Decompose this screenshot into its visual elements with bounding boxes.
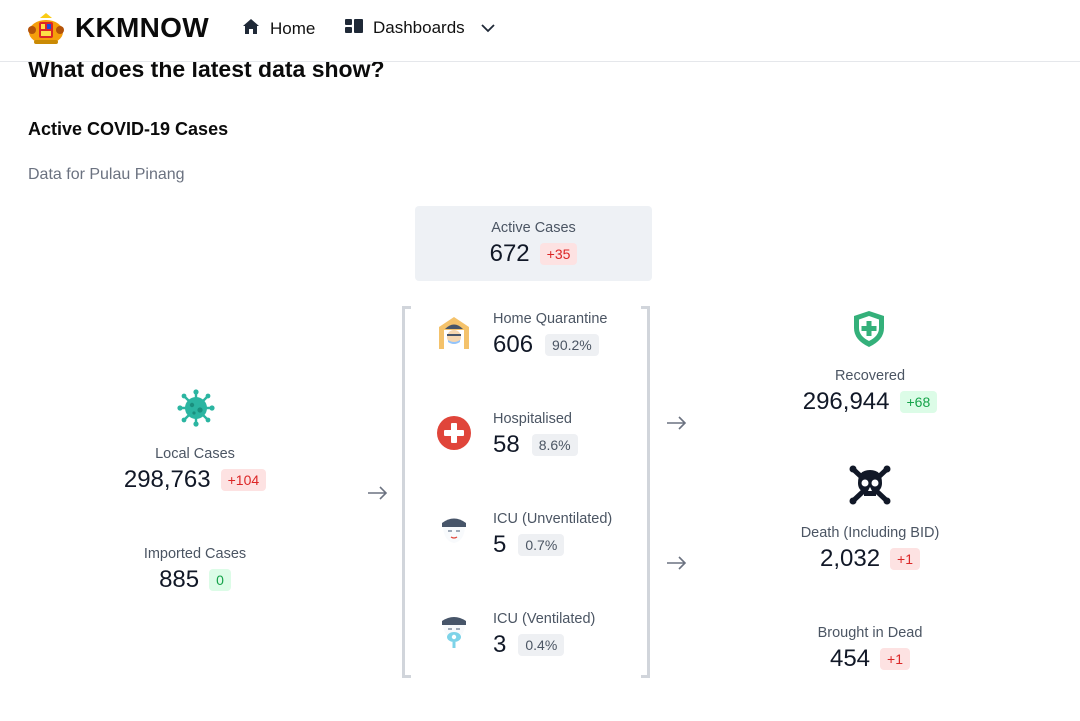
- brand-name[interactable]: KKMNOW: [75, 12, 209, 43]
- imported-cases-value: 885: [159, 566, 200, 593]
- house-icon: [242, 18, 260, 40]
- dashboard-icon: [345, 18, 363, 38]
- recovered-stat: Recovered 296,944 +68: [770, 368, 970, 416]
- recovered-value: 296,944: [802, 388, 890, 415]
- home-quarantine-icon: [436, 315, 472, 351]
- icu-ventilated-pct-badge: 0.4%: [518, 634, 565, 656]
- local-cases-delta-badge: +104: [220, 469, 267, 491]
- imported-cases-delta-badge: 0: [209, 569, 231, 591]
- hospitalised-pct-badge: 8.6%: [531, 434, 578, 456]
- icu-ventilated-value: 3: [493, 631, 507, 658]
- icu-unventilated-stat: ICU (Unventilated) 5 0.7%: [436, 511, 636, 575]
- patient-icon: [436, 515, 472, 551]
- arrow-right-icon: [366, 485, 390, 501]
- active-cases-delta-badge: +35: [539, 243, 578, 265]
- bracket-left: [402, 306, 411, 678]
- red-cross-icon: [436, 415, 472, 451]
- home-quarantine-pct-badge: 90.2%: [545, 334, 599, 356]
- icu-unventilated-pct-badge: 0.7%: [518, 534, 565, 556]
- nav-dashboards-dropdown[interactable]: Dashboards: [345, 18, 495, 38]
- coat-of-arms-logo[interactable]: [26, 12, 66, 46]
- shield-plus-icon: [852, 310, 886, 353]
- local-cases-value: 298,763: [123, 466, 211, 493]
- imported-cases-label: Imported Cases: [143, 546, 247, 562]
- brought-in-dead-stat: Brought in Dead 454 +1: [770, 625, 970, 673]
- brought-in-dead-label: Brought in Dead: [817, 625, 923, 641]
- brought-in-dead-delta-badge: +1: [880, 648, 910, 670]
- home-quarantine-label: Home Quarantine: [493, 311, 608, 327]
- death-value: 2,032: [819, 545, 881, 572]
- hospitalised-value: 58: [493, 431, 520, 458]
- virus-icon: [177, 389, 215, 432]
- icu-ventilated-stat: ICU (Ventilated) 3 0.4%: [436, 611, 636, 675]
- local-cases-stat: Local Cases 298,763 +104: [95, 446, 295, 494]
- hospitalised-label: Hospitalised: [493, 411, 572, 427]
- icu-unventilated-label: ICU (Unventilated): [493, 511, 613, 527]
- death-delta-badge: +1: [890, 548, 921, 570]
- imported-cases-stat: Imported Cases 885 0: [95, 546, 295, 594]
- arrow-right-icon: [665, 555, 689, 571]
- home-quarantine-value: 606: [493, 331, 534, 358]
- death-label: Death (Including BID): [800, 525, 940, 541]
- brought-in-dead-value: 454: [829, 645, 871, 672]
- skull-crossbones-icon: [849, 465, 891, 510]
- recovered-delta-badge: +68: [899, 391, 938, 413]
- nav-home-link[interactable]: Home: [242, 18, 315, 40]
- nav-dashboards-label: Dashboards: [373, 18, 465, 37]
- nav-home-label: Home: [270, 19, 316, 38]
- top-navigation-bar: KKMNOW Home Dashboards: [0, 0, 1080, 62]
- icu-ventilated-label: ICU (Ventilated): [493, 611, 596, 627]
- local-cases-label: Local Cases: [155, 446, 235, 462]
- active-cases-label: Active Cases: [491, 220, 576, 236]
- arrow-right-icon: [665, 415, 689, 431]
- icu-unventilated-value: 5: [493, 531, 507, 558]
- hospitalised-stat: Hospitalised 58 8.6%: [436, 411, 636, 475]
- ventilated-patient-icon: [436, 615, 472, 651]
- chevron-down-icon: [481, 18, 495, 38]
- section-title: Active COVID-19 Cases: [28, 119, 229, 139]
- bracket-right: [641, 306, 650, 678]
- death-stat: Death (Including BID) 2,032 +1: [770, 525, 970, 573]
- recovered-label: Recovered: [834, 368, 906, 384]
- home-quarantine-stat: Home Quarantine 606 90.2%: [436, 311, 636, 375]
- active-cases-card: Active Cases 672 +35: [415, 206, 652, 281]
- active-cases-value: 672: [489, 240, 530, 267]
- state-subtitle: Data for Pulau Pinang: [28, 166, 185, 183]
